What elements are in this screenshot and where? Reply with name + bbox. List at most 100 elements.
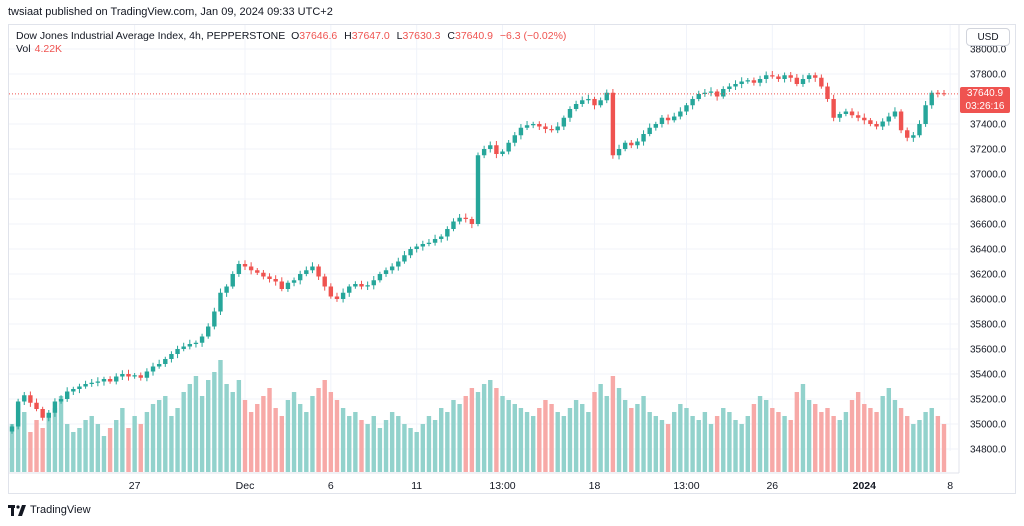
candle-body — [58, 399, 64, 402]
volume-bar — [193, 376, 199, 472]
volume-bar — [132, 416, 137, 472]
x-tick-label: Dec — [236, 480, 255, 492]
candle-body — [432, 239, 438, 243]
volume-bar — [886, 388, 892, 472]
volume-bar — [702, 412, 708, 472]
x-tick-label: 8 — [947, 480, 953, 492]
volume-bar — [291, 392, 297, 472]
volume-bar — [843, 412, 849, 472]
volume-bar — [353, 412, 358, 472]
candle-body — [322, 276, 327, 287]
candle-body — [218, 292, 223, 312]
volume-bar — [837, 420, 842, 472]
candle-body — [806, 75, 812, 79]
volume-bar — [567, 408, 573, 472]
candle-body — [383, 270, 389, 274]
volume-bar — [678, 404, 683, 472]
volume-bar — [561, 416, 567, 472]
volume-bar — [819, 412, 824, 472]
volume-bar — [672, 412, 677, 472]
candle-body — [739, 81, 744, 84]
tradingview-logo[interactable]: TradingView — [8, 504, 91, 516]
volume-bar — [475, 392, 481, 472]
candle-body — [776, 76, 781, 79]
candle-body — [635, 141, 640, 146]
candle-body — [524, 125, 530, 128]
volume-bar — [831, 416, 836, 472]
volume-bar — [71, 432, 76, 472]
candle-body — [347, 286, 352, 293]
volume-bar — [782, 416, 787, 472]
volume-label: Vol — [16, 43, 31, 55]
candle-body — [52, 401, 58, 413]
volume-bar — [494, 388, 499, 472]
candle-body — [469, 219, 475, 224]
volume-bar — [150, 404, 156, 472]
volume-bar — [212, 372, 217, 472]
volume-bar — [813, 404, 818, 472]
volume-bar — [512, 404, 517, 472]
candle-body — [310, 266, 315, 271]
volume-bar — [181, 392, 186, 472]
candle-body — [561, 117, 567, 127]
volume-bar — [285, 400, 291, 472]
candle-body — [684, 105, 689, 112]
y-tick-label: 37400.0 — [970, 120, 1007, 131]
candle-body — [892, 111, 898, 117]
y-tick-label: 37200.0 — [970, 145, 1007, 156]
candle-body — [297, 274, 303, 281]
candle-body — [169, 354, 174, 359]
low-key: L — [396, 30, 403, 42]
candle-body — [672, 116, 677, 121]
volume-bar — [310, 396, 315, 472]
volume-bar — [935, 416, 941, 472]
candle-body — [206, 326, 211, 337]
volume-bar — [800, 384, 806, 472]
candle-body — [886, 116, 892, 122]
volume-bar — [120, 408, 125, 472]
candle-body — [34, 402, 39, 409]
high-value: 37647.0 — [351, 30, 390, 42]
candle-body — [751, 80, 757, 83]
candle-body — [702, 92, 708, 94]
candle-body — [22, 395, 27, 402]
volume-bar — [371, 416, 376, 472]
volume-bar — [187, 384, 193, 472]
candle-body — [132, 375, 137, 377]
candle-body — [445, 229, 450, 237]
volume-bar — [15, 404, 21, 472]
volume-bar — [690, 416, 695, 472]
volume-bar — [408, 428, 413, 472]
candle-body — [242, 264, 248, 267]
volume-bar — [46, 416, 51, 472]
volume-bar — [917, 420, 922, 472]
candle-body — [659, 117, 665, 124]
volume-bar — [727, 412, 732, 472]
volume-bar — [169, 416, 174, 472]
x-tick-label: 26 — [766, 480, 778, 492]
candle-body — [782, 75, 787, 79]
currency-button[interactable]: USD — [966, 28, 1010, 46]
candle-body — [420, 244, 426, 247]
candle-body — [880, 121, 885, 127]
last-price-tag: 37640.9 03:26:16 — [960, 86, 1010, 113]
candle-body — [665, 117, 671, 121]
volume-bar — [304, 412, 309, 472]
candle-body — [813, 75, 818, 78]
volume-bar — [175, 408, 180, 472]
volume-bar — [457, 404, 462, 472]
candle-body — [114, 376, 119, 382]
candle-body — [451, 221, 456, 229]
candle-body — [77, 386, 82, 389]
candle-body — [236, 264, 242, 274]
candle-body — [733, 84, 738, 87]
volume-bar — [138, 424, 143, 472]
volume-bar — [248, 412, 254, 472]
candle-body — [770, 75, 775, 77]
x-tick-label: 13:00 — [489, 480, 515, 492]
candle-body — [555, 126, 560, 131]
volume-bar — [776, 412, 781, 472]
candle-body — [604, 92, 609, 101]
candle-body — [708, 91, 714, 93]
